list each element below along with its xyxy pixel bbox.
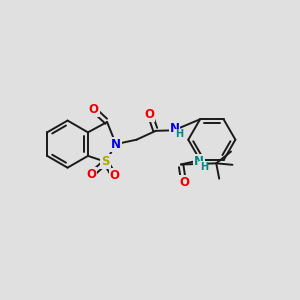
Text: O: O <box>179 176 190 189</box>
Text: O: O <box>110 169 119 182</box>
Text: N: N <box>111 138 121 151</box>
Text: O: O <box>144 108 154 121</box>
Text: N: N <box>194 155 204 168</box>
Text: O: O <box>86 168 96 181</box>
Text: N: N <box>169 122 179 135</box>
Text: H: H <box>200 162 208 172</box>
Text: H: H <box>175 129 183 139</box>
Text: S: S <box>101 155 110 168</box>
Text: O: O <box>89 103 99 116</box>
